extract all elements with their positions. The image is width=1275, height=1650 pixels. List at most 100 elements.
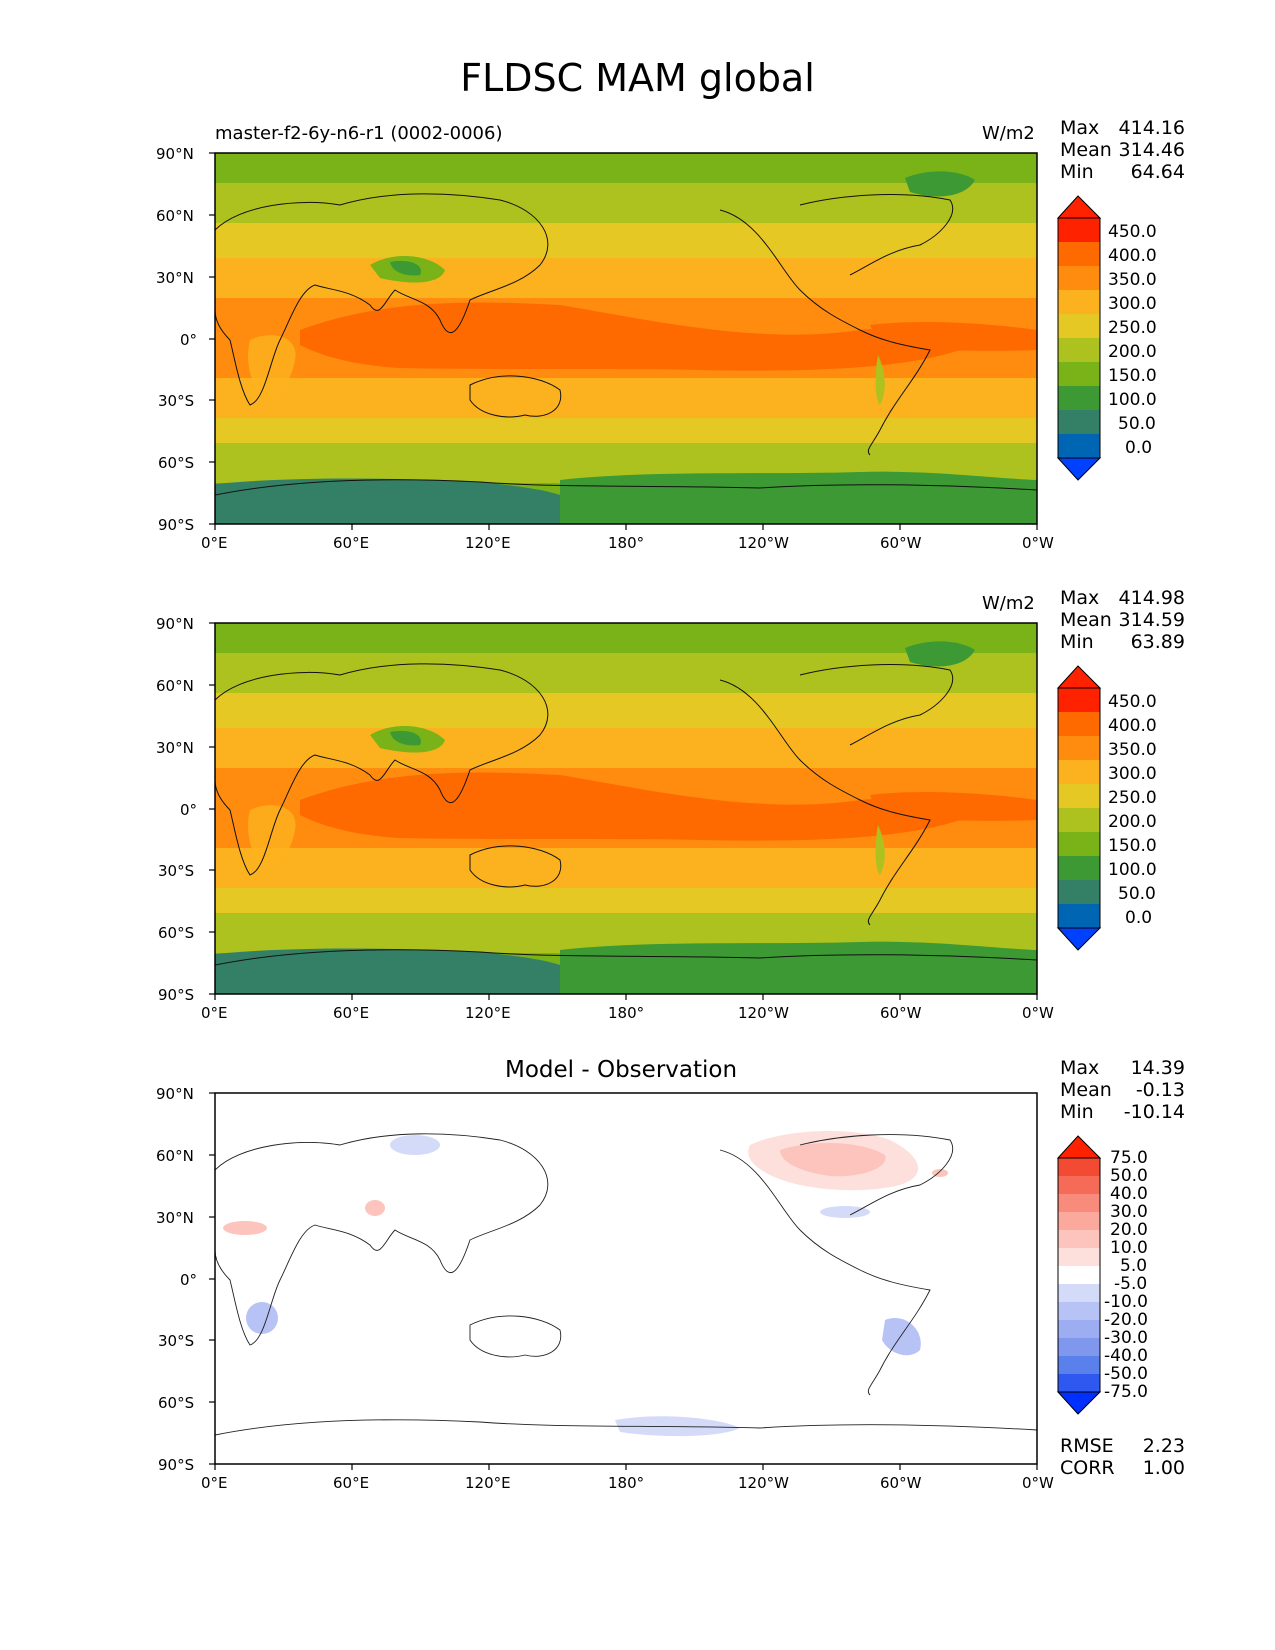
cb-label: 40.0 xyxy=(1110,1184,1148,1204)
x-tick-label: 180° xyxy=(608,1004,645,1022)
cb-label: 5.0 xyxy=(1120,1256,1148,1276)
panel2-max-label: Max xyxy=(1060,587,1100,609)
cb-label: 450.0 xyxy=(1108,692,1157,712)
y-tick-label: 90°S xyxy=(158,986,195,1004)
rmse-label: RMSE xyxy=(1060,1435,1114,1457)
difference-field xyxy=(215,1093,1037,1464)
corr-value: 1.00 xyxy=(1142,1457,1185,1479)
y-tick-label: 0° xyxy=(180,1271,198,1289)
cb-label: 30.0 xyxy=(1110,1202,1148,1222)
x-tick-label: 0°W xyxy=(1022,534,1054,552)
cb-label: 75.0 xyxy=(1110,1148,1148,1168)
x-tick-label: 120°E xyxy=(465,1474,511,1492)
cb-label: -50.0 xyxy=(1104,1364,1148,1384)
panel1-left-title: master-f2-6y-n6-r1 (0002-0006) xyxy=(215,123,503,144)
panel1-mean-label: Mean xyxy=(1060,139,1112,161)
y-tick-label: 30°S xyxy=(158,392,195,410)
panel2-units: W/m2 xyxy=(982,593,1035,614)
x-tick-label: 180° xyxy=(608,534,645,552)
cb-label: 200.0 xyxy=(1108,812,1157,832)
panel1-max: 414.16 xyxy=(1118,117,1185,139)
panel1-max-label: Max xyxy=(1060,117,1100,139)
x-tick-label: 120°E xyxy=(465,1004,511,1022)
cb-label: 50.0 xyxy=(1110,1166,1148,1186)
y-tick-label: 60°N xyxy=(156,207,194,225)
cb-label: 350.0 xyxy=(1108,270,1157,290)
x-tick-label: 180° xyxy=(608,1474,645,1492)
cb-label: 400.0 xyxy=(1108,246,1157,266)
panel3-mean-label: Mean xyxy=(1060,1079,1112,1101)
panel-observation: W/m2 Max 414.98 Mean 314.59 Min 63.89 45… xyxy=(0,470,1275,1022)
panel3-mean: -0.13 xyxy=(1135,1079,1185,1101)
panel2-max: 414.98 xyxy=(1118,587,1185,609)
cb-label: 0.0 xyxy=(1125,908,1153,928)
panel3-min: -10.14 xyxy=(1123,1101,1185,1123)
y-tick-label: 30°N xyxy=(156,739,194,757)
y-tick-label: 90°N xyxy=(156,1085,194,1103)
panel1-min: 64.64 xyxy=(1130,161,1185,183)
corr-label: CORR xyxy=(1060,1457,1115,1479)
y-tick-label: 60°N xyxy=(156,1147,194,1165)
model-colorbar xyxy=(1056,195,1102,481)
cb-label: -20.0 xyxy=(1104,1310,1148,1330)
panel2-min-label: Min xyxy=(1060,631,1094,653)
cb-label: 300.0 xyxy=(1108,294,1157,314)
cb-label: 200.0 xyxy=(1108,342,1157,362)
cb-label: 150.0 xyxy=(1108,366,1157,386)
panel-model: master-f2-6y-n6-r1 (0002-0006) W/m2 Max … xyxy=(0,0,1275,552)
cb-label: 300.0 xyxy=(1108,764,1157,784)
x-tick-label: 60°W xyxy=(880,1004,922,1022)
x-tick-label: 0°E xyxy=(201,534,228,552)
panel1-mean: 314.46 xyxy=(1118,139,1185,161)
cb-label: -40.0 xyxy=(1104,1346,1148,1366)
y-tick-label: 0° xyxy=(180,331,198,349)
y-tick-label: 60°N xyxy=(156,677,194,695)
cb-label: 10.0 xyxy=(1110,1238,1148,1258)
model-field xyxy=(215,153,1037,524)
cb-label: 250.0 xyxy=(1108,318,1157,338)
cb-label: -30.0 xyxy=(1104,1328,1148,1348)
observation-colorbar xyxy=(1056,665,1102,951)
y-tick-label: 60°S xyxy=(158,924,195,942)
y-tick-label: 30°S xyxy=(158,1332,195,1350)
cb-label: 100.0 xyxy=(1108,860,1157,880)
difference-map xyxy=(209,1092,1102,1470)
observation-field xyxy=(215,623,1037,994)
cb-label: 20.0 xyxy=(1110,1220,1148,1240)
panel2-min: 63.89 xyxy=(1130,631,1185,653)
rmse-value: 2.23 xyxy=(1142,1435,1185,1457)
y-tick-label: 90°S xyxy=(158,516,195,534)
panel2-mean-label: Mean xyxy=(1060,609,1112,631)
difference-colorbar xyxy=(1056,1135,1102,1415)
x-tick-label: 60°E xyxy=(333,1004,370,1022)
x-tick-label: 0°E xyxy=(201,1004,228,1022)
cb-label: -10.0 xyxy=(1104,1292,1148,1312)
x-tick-label: 120°W xyxy=(738,1474,789,1492)
x-tick-label: 60°E xyxy=(333,534,370,552)
x-tick-label: 120°W xyxy=(738,1004,789,1022)
cb-label: 50.0 xyxy=(1118,414,1156,434)
panel3-min-label: Min xyxy=(1060,1101,1094,1123)
cb-label: 150.0 xyxy=(1108,836,1157,856)
x-tick-label: 120°W xyxy=(738,534,789,552)
observation-map xyxy=(209,622,1102,1000)
difference-title: Model - Observation xyxy=(505,1057,738,1083)
x-tick-label: 0°W xyxy=(1022,1004,1054,1022)
cb-label: 0.0 xyxy=(1125,438,1153,458)
cb-label: -5.0 xyxy=(1114,1274,1148,1294)
panel3-max: 14.39 xyxy=(1130,1057,1185,1079)
y-tick-label: 30°N xyxy=(156,269,194,287)
y-tick-label: 90°S xyxy=(158,1456,195,1474)
cb-label: 350.0 xyxy=(1108,740,1157,760)
cb-label: 450.0 xyxy=(1108,222,1157,242)
x-tick-label: 60°W xyxy=(880,534,922,552)
y-tick-label: 90°N xyxy=(156,615,194,633)
cb-label: -75.0 xyxy=(1104,1382,1148,1402)
x-tick-label: 0°W xyxy=(1022,1474,1054,1492)
y-tick-label: 30°S xyxy=(158,862,195,880)
panel-difference: Model - Observation Max 14.39 Mean -0.13… xyxy=(0,940,1275,1492)
cb-label: 50.0 xyxy=(1118,884,1156,904)
panel3-max-label: Max xyxy=(1060,1057,1100,1079)
y-tick-label: 30°N xyxy=(156,1209,194,1227)
y-tick-label: 60°S xyxy=(158,454,195,472)
